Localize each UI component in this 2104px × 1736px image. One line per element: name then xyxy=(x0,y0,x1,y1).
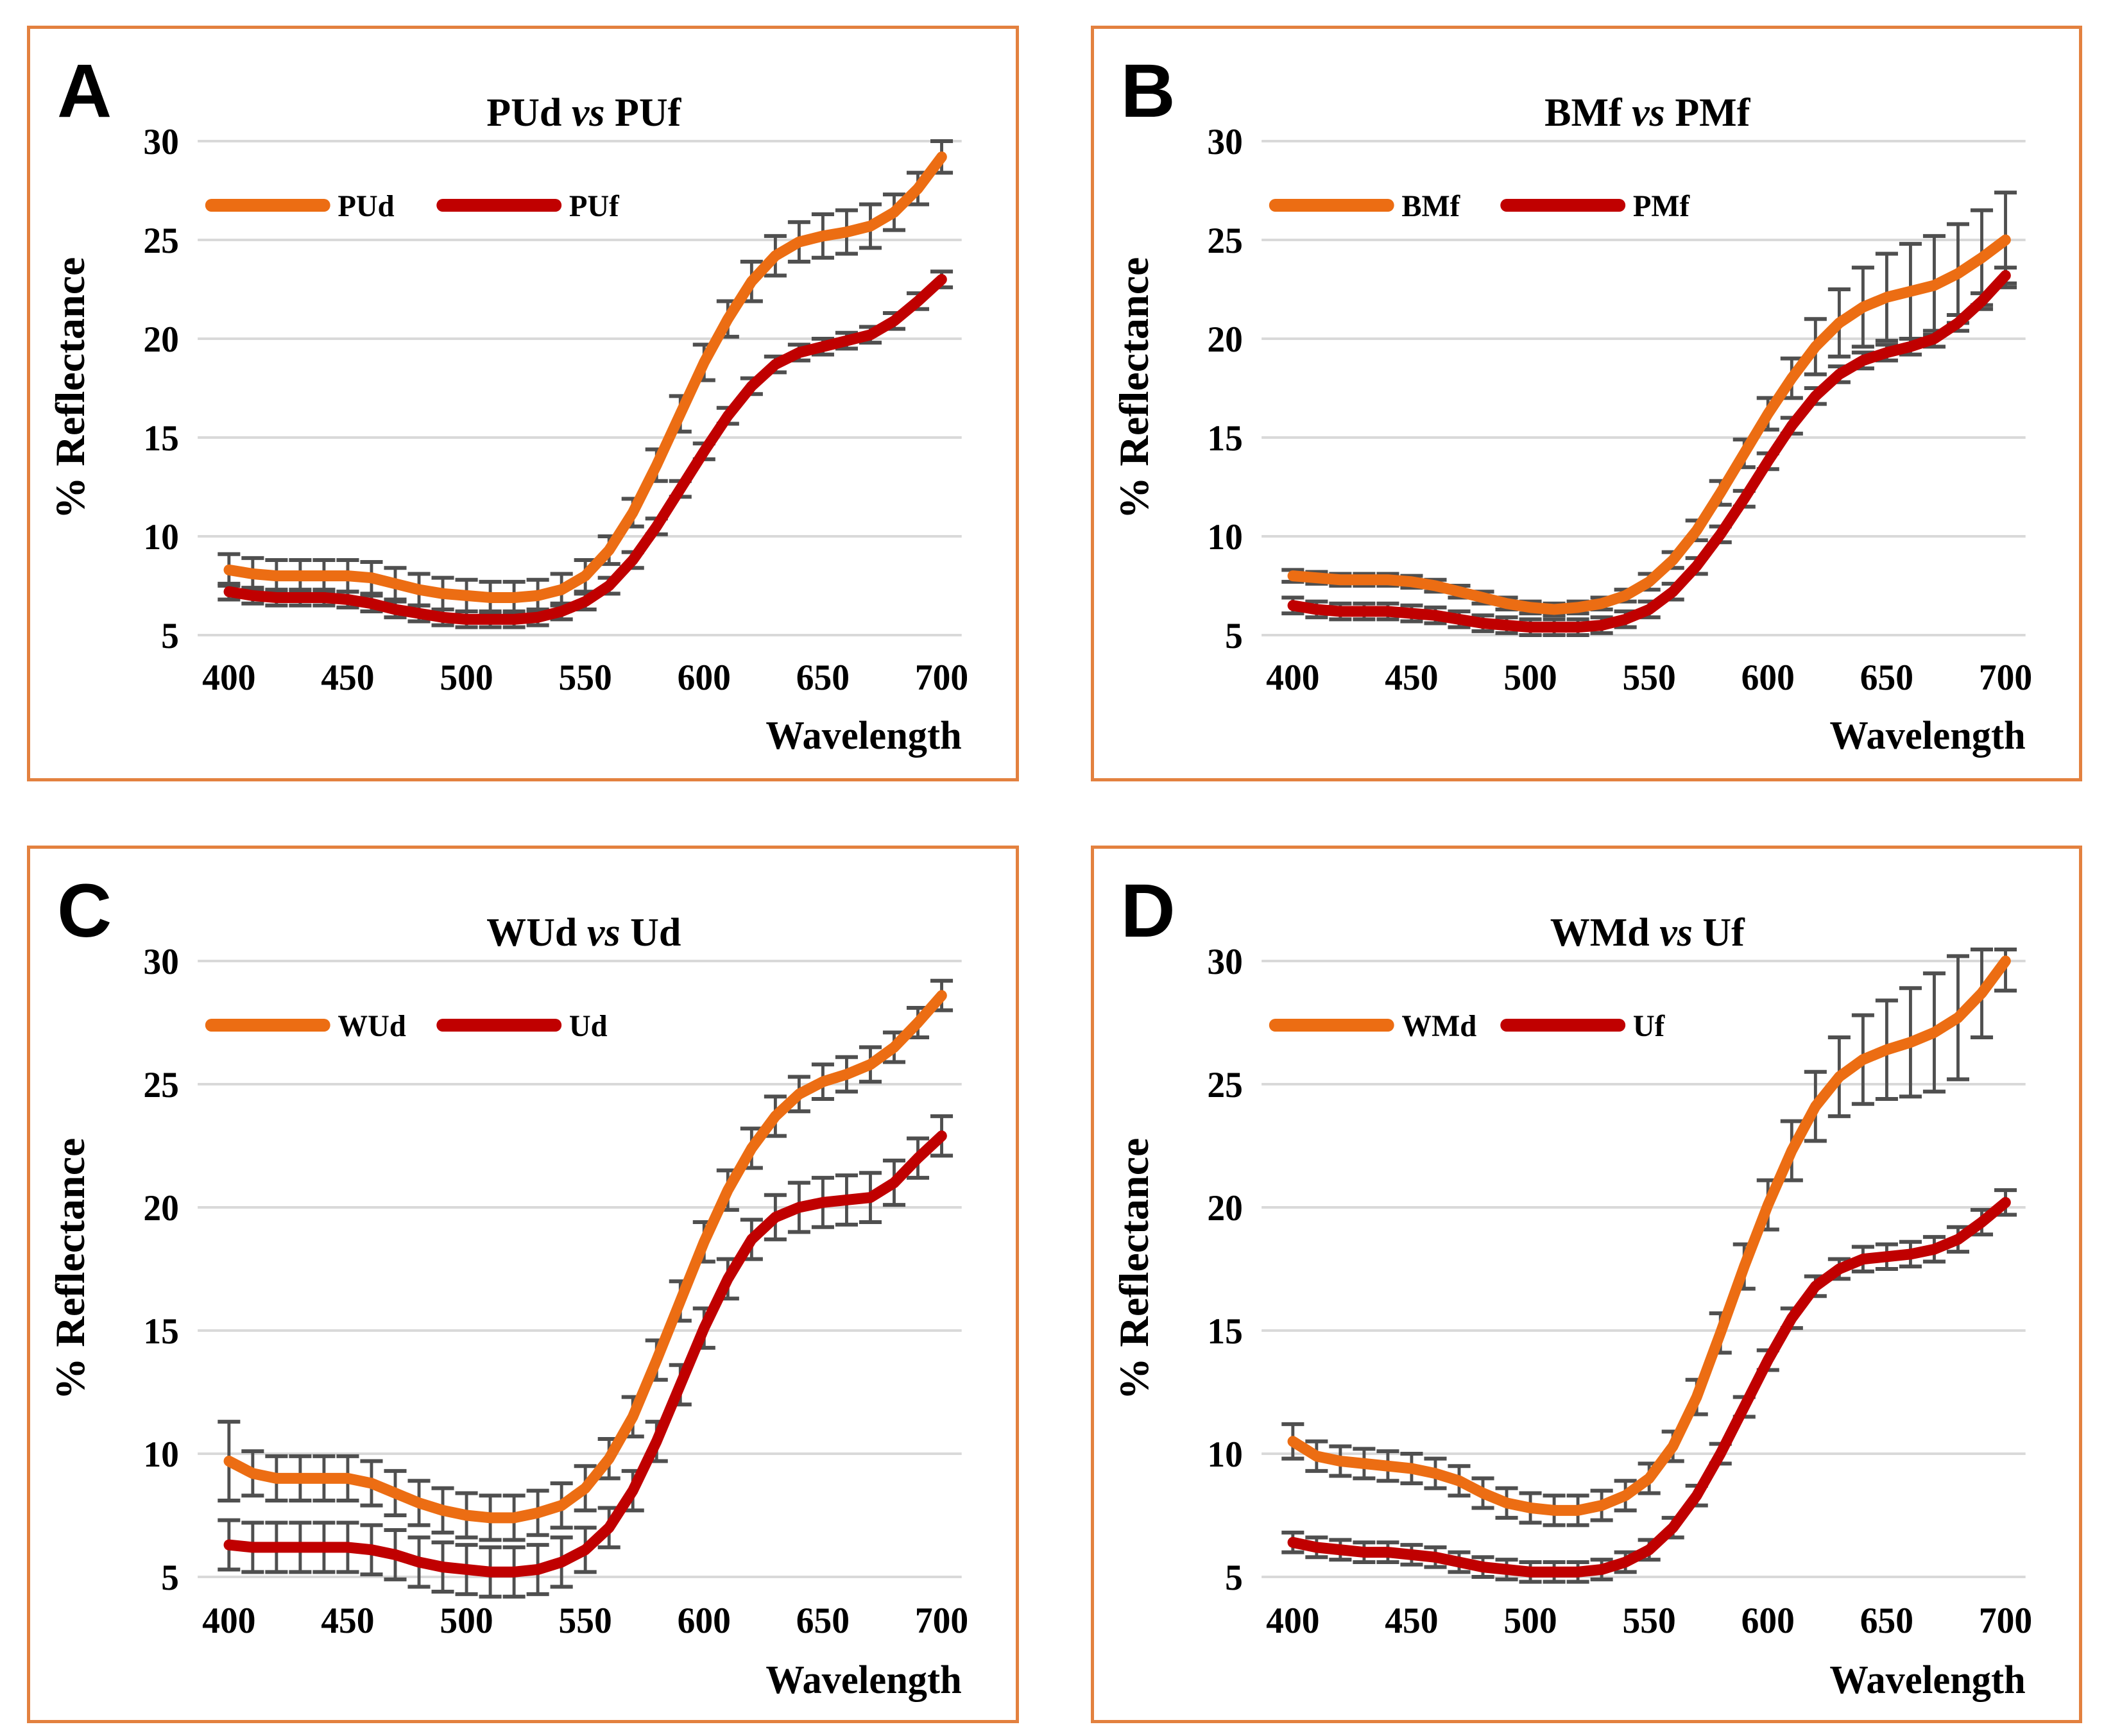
svg-text:15: 15 xyxy=(143,418,179,459)
svg-text:600: 600 xyxy=(1741,1601,1794,1641)
reflectance-chart-c: 5 10 15 20 25 30 400 450 500 550 600 650 700 % Reflec… xyxy=(48,942,969,1702)
svg-text:PUf: PUf xyxy=(569,189,620,223)
reflectance-chart-a: 5 10 15 20 25 30 400 450 500 550 600 650 700 % Reflec… xyxy=(48,122,969,758)
svg-text:450: 450 xyxy=(1385,658,1438,698)
svg-text:450: 450 xyxy=(321,1601,374,1641)
panel-b-title-vs: vs xyxy=(1632,91,1665,135)
svg-text:20: 20 xyxy=(1207,1188,1243,1229)
svg-text:WUd: WUd xyxy=(338,1009,406,1043)
panel-b: B BMf vs PMf 5 10 15 20 25 30 400 450 500 550 600 6… xyxy=(1090,26,2082,781)
panel-b-title-right: PMf xyxy=(1675,91,1750,135)
svg-text:15: 15 xyxy=(1207,1311,1243,1352)
svg-text:Wavelength: Wavelength xyxy=(765,713,961,758)
panel-c-title: WUd vs Ud xyxy=(203,910,964,956)
svg-text:5: 5 xyxy=(1225,1558,1243,1598)
svg-text:PUd: PUd xyxy=(338,189,394,223)
svg-text:Wavelength: Wavelength xyxy=(1829,713,2025,758)
svg-text:% Reflectance: % Reflectance xyxy=(48,1138,94,1400)
panel-d-title-vs: vs xyxy=(1659,911,1693,955)
svg-text:Ud: Ud xyxy=(569,1009,608,1043)
panel-b-title-left: BMf xyxy=(1544,91,1622,135)
svg-text:450: 450 xyxy=(321,658,374,698)
svg-text:PMf: PMf xyxy=(1632,189,1689,223)
svg-text:% Reflectance: % Reflectance xyxy=(48,257,94,520)
panel-c-title-right: Ud xyxy=(630,911,681,955)
panel-c-title-left: WUd xyxy=(486,911,577,955)
svg-text:500: 500 xyxy=(440,1601,493,1641)
svg-text:15: 15 xyxy=(1207,418,1243,459)
panel-d-title: WMd vs Uf xyxy=(1267,910,2028,956)
svg-text:550: 550 xyxy=(1622,658,1675,698)
svg-text:20: 20 xyxy=(143,1188,179,1229)
svg-text:25: 25 xyxy=(1207,221,1243,261)
svg-text:Wavelength: Wavelength xyxy=(1829,1658,2025,1702)
svg-text:20: 20 xyxy=(143,319,179,360)
panel-d: D WMd vs Uf 5 10 15 20 25 30 400 450 500 550 600 65… xyxy=(1090,846,2082,1723)
panel-c: C WUd vs Ud 5 10 15 20 25 30 400 450 500 550 600 65… xyxy=(27,846,1019,1723)
svg-text:% Reflectance: % Reflectance xyxy=(1111,257,1157,520)
svg-text:700: 700 xyxy=(915,1601,968,1641)
svg-text:5: 5 xyxy=(161,616,179,656)
panel-d-letter: D xyxy=(1120,869,1176,953)
panel-a-title-right: PUf xyxy=(615,91,681,135)
panel-c-letter: C xyxy=(57,869,112,953)
svg-text:650: 650 xyxy=(1860,1601,1913,1641)
svg-text:25: 25 xyxy=(143,221,179,261)
svg-text:Wavelength: Wavelength xyxy=(765,1658,961,1702)
svg-text:10: 10 xyxy=(143,517,179,557)
svg-text:650: 650 xyxy=(796,1601,850,1641)
svg-text:650: 650 xyxy=(1860,658,1913,698)
svg-text:Uf: Uf xyxy=(1632,1009,1665,1043)
svg-text:700: 700 xyxy=(1978,1601,2031,1641)
svg-text:30: 30 xyxy=(1207,122,1243,162)
svg-text:500: 500 xyxy=(440,658,493,698)
svg-text:500: 500 xyxy=(1503,1601,1557,1641)
svg-text:700: 700 xyxy=(915,658,968,698)
svg-text:BMf: BMf xyxy=(1401,189,1460,223)
panel-a-title-left: PUd xyxy=(486,91,562,135)
svg-text:5: 5 xyxy=(1225,616,1243,656)
svg-text:5: 5 xyxy=(161,1558,179,1598)
svg-text:WMd: WMd xyxy=(1401,1009,1476,1043)
svg-text:550: 550 xyxy=(1622,1601,1675,1641)
svg-text:450: 450 xyxy=(1385,1601,1438,1641)
svg-text:600: 600 xyxy=(678,658,731,698)
svg-text:650: 650 xyxy=(796,658,850,698)
svg-text:25: 25 xyxy=(143,1065,179,1105)
svg-text:10: 10 xyxy=(1207,1434,1243,1475)
reflectance-chart-d: 5 10 15 20 25 30 400 450 500 550 600 650 700 % Reflec… xyxy=(1111,942,2032,1702)
svg-text:600: 600 xyxy=(1741,658,1794,698)
svg-text:10: 10 xyxy=(143,1434,179,1475)
svg-text:700: 700 xyxy=(1978,658,2031,698)
panel-b-letter: B xyxy=(1120,49,1176,133)
svg-text:400: 400 xyxy=(202,658,255,698)
panel-a: A PUd vs PUf 5 10 15 20 25 30 400 450 500 550 600 6… xyxy=(27,26,1019,781)
panel-b-title: BMf vs PMf xyxy=(1267,90,2028,136)
svg-text:500: 500 xyxy=(1503,658,1557,698)
svg-text:550: 550 xyxy=(559,1601,612,1641)
svg-text:30: 30 xyxy=(143,942,179,982)
panel-d-title-right: Uf xyxy=(1702,911,1745,955)
svg-text:30: 30 xyxy=(1207,942,1243,982)
svg-text:550: 550 xyxy=(559,658,612,698)
svg-text:% Reflectance: % Reflectance xyxy=(1111,1138,1157,1400)
svg-text:20: 20 xyxy=(1207,319,1243,360)
svg-text:400: 400 xyxy=(1266,658,1319,698)
reflectance-chart-b: 5 10 15 20 25 30 400 450 500 550 600 650 700 % Reflec… xyxy=(1111,122,2032,758)
panel-a-title-vs: vs xyxy=(571,91,605,135)
svg-text:400: 400 xyxy=(202,1601,255,1641)
svg-text:10: 10 xyxy=(1207,517,1243,557)
svg-text:600: 600 xyxy=(678,1601,731,1641)
panel-d-title-left: WMd xyxy=(1550,911,1650,955)
svg-text:25: 25 xyxy=(1207,1065,1243,1105)
svg-text:400: 400 xyxy=(1266,1601,1319,1641)
svg-text:15: 15 xyxy=(143,1311,179,1352)
svg-text:30: 30 xyxy=(143,122,179,162)
panel-c-title-vs: vs xyxy=(586,911,620,955)
panel-a-letter: A xyxy=(57,49,112,133)
panel-a-title: PUd vs PUf xyxy=(203,90,964,136)
